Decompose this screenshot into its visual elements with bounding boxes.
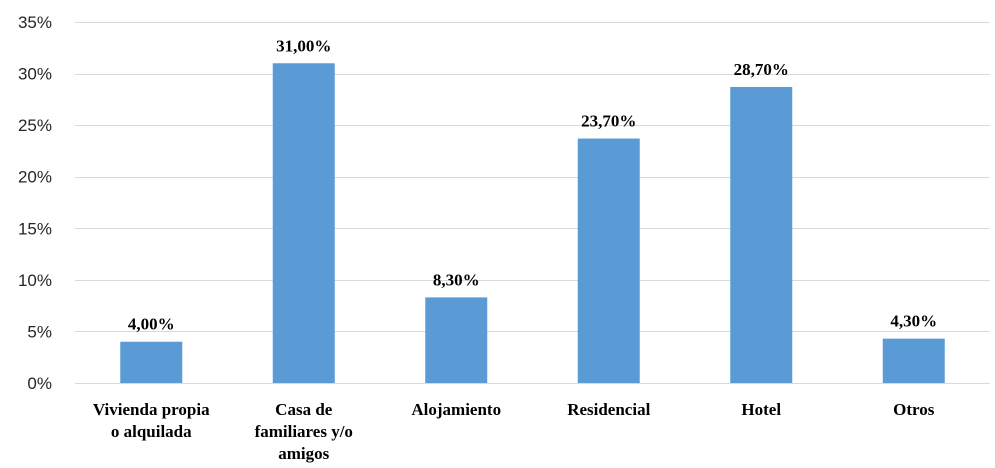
y-tick-label: 5%	[27, 322, 52, 341]
gridlines	[75, 23, 990, 384]
y-tick-label: 10%	[18, 271, 52, 290]
y-tick-label: 30%	[18, 65, 52, 84]
bar	[578, 139, 640, 383]
y-tick-label: 0%	[27, 374, 52, 393]
data-label: 31,00%	[276, 36, 331, 55]
category-label: Hotel	[741, 400, 781, 419]
bar	[120, 342, 182, 383]
category-label: Vivienda propia o alquilada	[93, 400, 210, 441]
bar	[425, 297, 487, 383]
data-labels: 4,00% 31,00% 8,30% 23,70% 28,70% 4,30%	[128, 36, 937, 333]
category-label: Residencial	[567, 400, 650, 419]
category-labels: Vivienda propia o alquilada Casa de familia…	[93, 400, 935, 463]
y-axis-tick-labels: 0% 5% 10% 15% 20% 25% 30% 35%	[18, 13, 52, 393]
y-tick-label: 15%	[18, 219, 52, 238]
y-tick-label: 35%	[18, 13, 52, 32]
data-label: 4,30%	[890, 312, 937, 331]
category-label: Otros	[893, 400, 935, 419]
bars	[120, 63, 945, 383]
category-label: Casa de familiares y/o amigos	[255, 400, 353, 463]
bar	[730, 87, 792, 383]
data-label: 28,70%	[734, 60, 789, 79]
data-label: 23,70%	[581, 112, 636, 131]
y-tick-label: 25%	[18, 116, 52, 135]
y-tick-label: 20%	[18, 168, 52, 187]
bar	[273, 63, 335, 383]
data-label: 4,00%	[128, 315, 175, 334]
bar	[883, 339, 945, 383]
category-label: Alojamiento	[411, 400, 501, 419]
data-label: 8,30%	[433, 270, 480, 289]
